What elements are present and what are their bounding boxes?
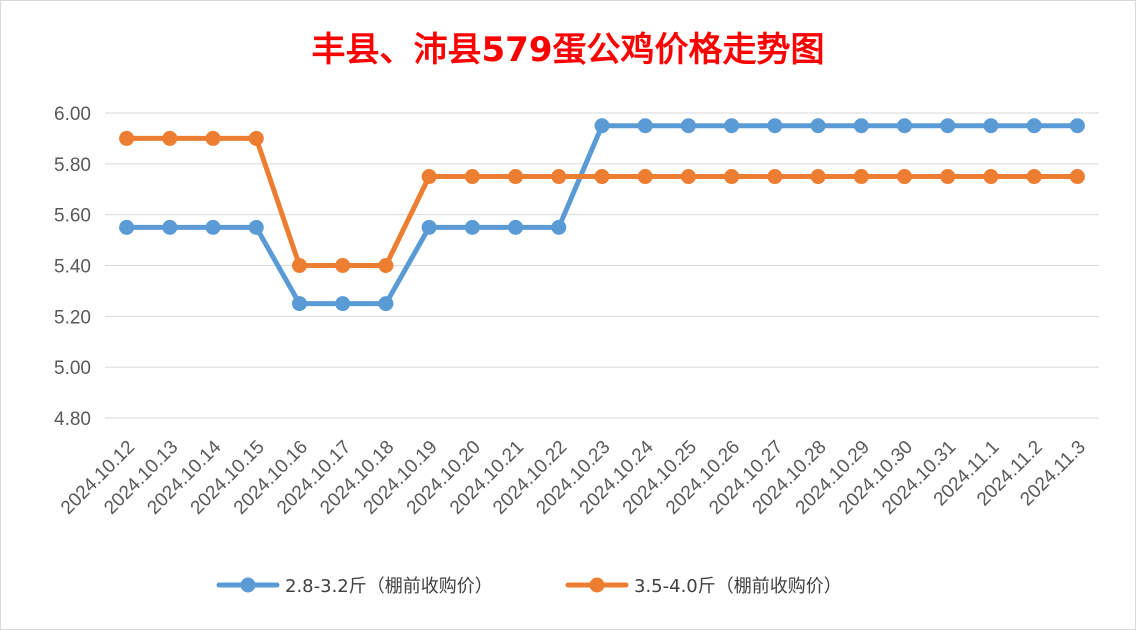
data-point (594, 118, 610, 134)
data-point (810, 118, 826, 134)
data-point (940, 118, 956, 134)
data-point (680, 169, 696, 185)
data-point (680, 118, 696, 134)
data-point (119, 219, 135, 235)
data-point (637, 118, 653, 134)
y-tick-label: 6.00 (54, 104, 91, 125)
data-point (421, 219, 437, 235)
data-point (724, 169, 740, 185)
data-point (508, 169, 524, 185)
data-point (767, 118, 783, 134)
y-tick-label: 4.80 (54, 409, 91, 430)
data-point (983, 118, 999, 134)
grid-lines (105, 112, 1099, 419)
series-2 (119, 130, 1085, 273)
data-point (248, 130, 264, 146)
data-point (551, 219, 567, 235)
y-tick-label: 5.00 (54, 358, 91, 379)
data-point (1026, 118, 1042, 134)
data-point (205, 219, 221, 235)
data-point (637, 169, 653, 185)
legend-swatch-marker (589, 577, 605, 593)
data-point (378, 258, 394, 273)
data-point (464, 219, 480, 235)
y-tick-label: 5.80 (54, 155, 91, 176)
data-point (767, 169, 783, 185)
chart-title: 丰县、沛县579蛋公鸡价格走势图 (312, 30, 825, 70)
data-point (724, 118, 740, 134)
x-axis-ticks: 2024.10.122024.10.132024.10.142024.10.15… (57, 436, 1090, 518)
data-point (119, 130, 135, 146)
legend-label: 3.5-4.0斤（棚前收购价） (634, 576, 842, 597)
data-point (248, 219, 264, 235)
data-point (897, 118, 913, 134)
data-point (508, 219, 524, 235)
series-1 (119, 118, 1085, 312)
data-point (205, 130, 221, 146)
data-point (162, 219, 178, 235)
legend: 2.8-3.2斤（棚前收购价） 3.5-4.0斤（棚前收购价） (216, 576, 842, 597)
data-point (594, 169, 610, 185)
data-point (162, 130, 178, 146)
legend-swatch-marker (240, 577, 256, 593)
series-lines (119, 118, 1085, 312)
legend-item: 2.8-3.2斤（棚前收购价） (216, 576, 493, 597)
data-point (897, 169, 913, 185)
data-point (421, 169, 437, 185)
y-tick-label: 5.60 (54, 206, 91, 227)
data-point (335, 296, 351, 312)
y-tick-label: 5.40 (54, 257, 91, 278)
data-point (940, 169, 956, 185)
data-point (335, 258, 351, 273)
data-point (810, 169, 826, 185)
y-axis-ticks: 6.00 5.80 5.60 5.40 5.20 5.00 4.80 (54, 104, 91, 430)
data-point (853, 118, 869, 134)
data-point (853, 169, 869, 185)
data-point (291, 258, 307, 273)
y-tick-label: 5.20 (54, 307, 91, 328)
data-point (291, 296, 307, 312)
data-point (551, 169, 567, 185)
data-point (378, 296, 394, 312)
data-point (464, 169, 480, 185)
data-point (1026, 169, 1042, 185)
data-point (1069, 118, 1085, 134)
data-point (1069, 169, 1085, 185)
legend-item: 3.5-4.0斤（棚前收购价） (565, 576, 842, 597)
legend-label: 2.8-3.2斤（棚前收购价） (285, 576, 493, 597)
data-point (983, 169, 999, 185)
